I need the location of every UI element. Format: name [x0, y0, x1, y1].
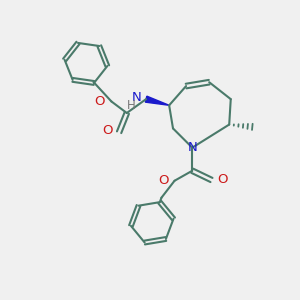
Text: O: O [102, 124, 113, 137]
Text: N: N [188, 141, 197, 154]
Text: N: N [132, 91, 141, 104]
Text: O: O [218, 173, 228, 187]
Text: O: O [158, 174, 168, 187]
Text: H: H [127, 99, 135, 112]
Text: O: O [95, 95, 105, 108]
Polygon shape [145, 96, 169, 105]
